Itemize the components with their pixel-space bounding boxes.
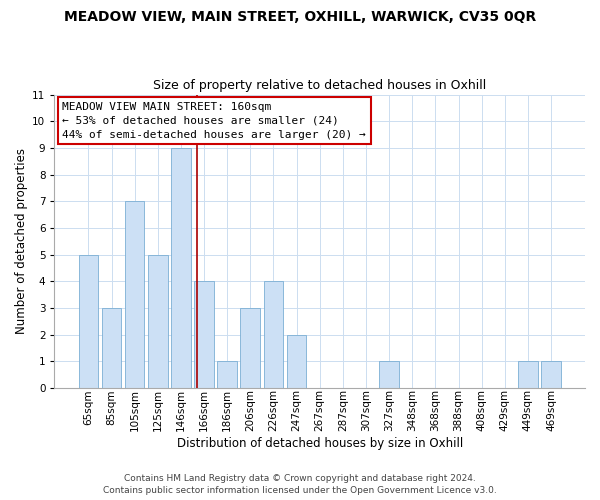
Bar (263, 281, 283, 388)
Bar (518, 362, 538, 388)
Bar (148, 254, 167, 388)
Text: MEADOW VIEW MAIN STREET: 160sqm
← 53% of detached houses are smaller (24)
44% of: MEADOW VIEW MAIN STREET: 160sqm ← 53% of… (62, 102, 366, 140)
Bar (79, 254, 98, 388)
Text: MEADOW VIEW, MAIN STREET, OXHILL, WARWICK, CV35 0QR: MEADOW VIEW, MAIN STREET, OXHILL, WARWIC… (64, 10, 536, 24)
Title: Size of property relative to detached houses in Oxhill: Size of property relative to detached ho… (153, 79, 487, 92)
Y-axis label: Number of detached properties: Number of detached properties (15, 148, 28, 334)
Bar (287, 334, 307, 388)
Bar (241, 308, 260, 388)
Bar (217, 362, 237, 388)
Bar (125, 201, 145, 388)
X-axis label: Distribution of detached houses by size in Oxhill: Distribution of detached houses by size … (176, 437, 463, 450)
Text: Contains HM Land Registry data © Crown copyright and database right 2024.
Contai: Contains HM Land Registry data © Crown c… (103, 474, 497, 495)
Bar (541, 362, 561, 388)
Bar (171, 148, 191, 388)
Bar (379, 362, 399, 388)
Bar (101, 308, 121, 388)
Bar (194, 281, 214, 388)
